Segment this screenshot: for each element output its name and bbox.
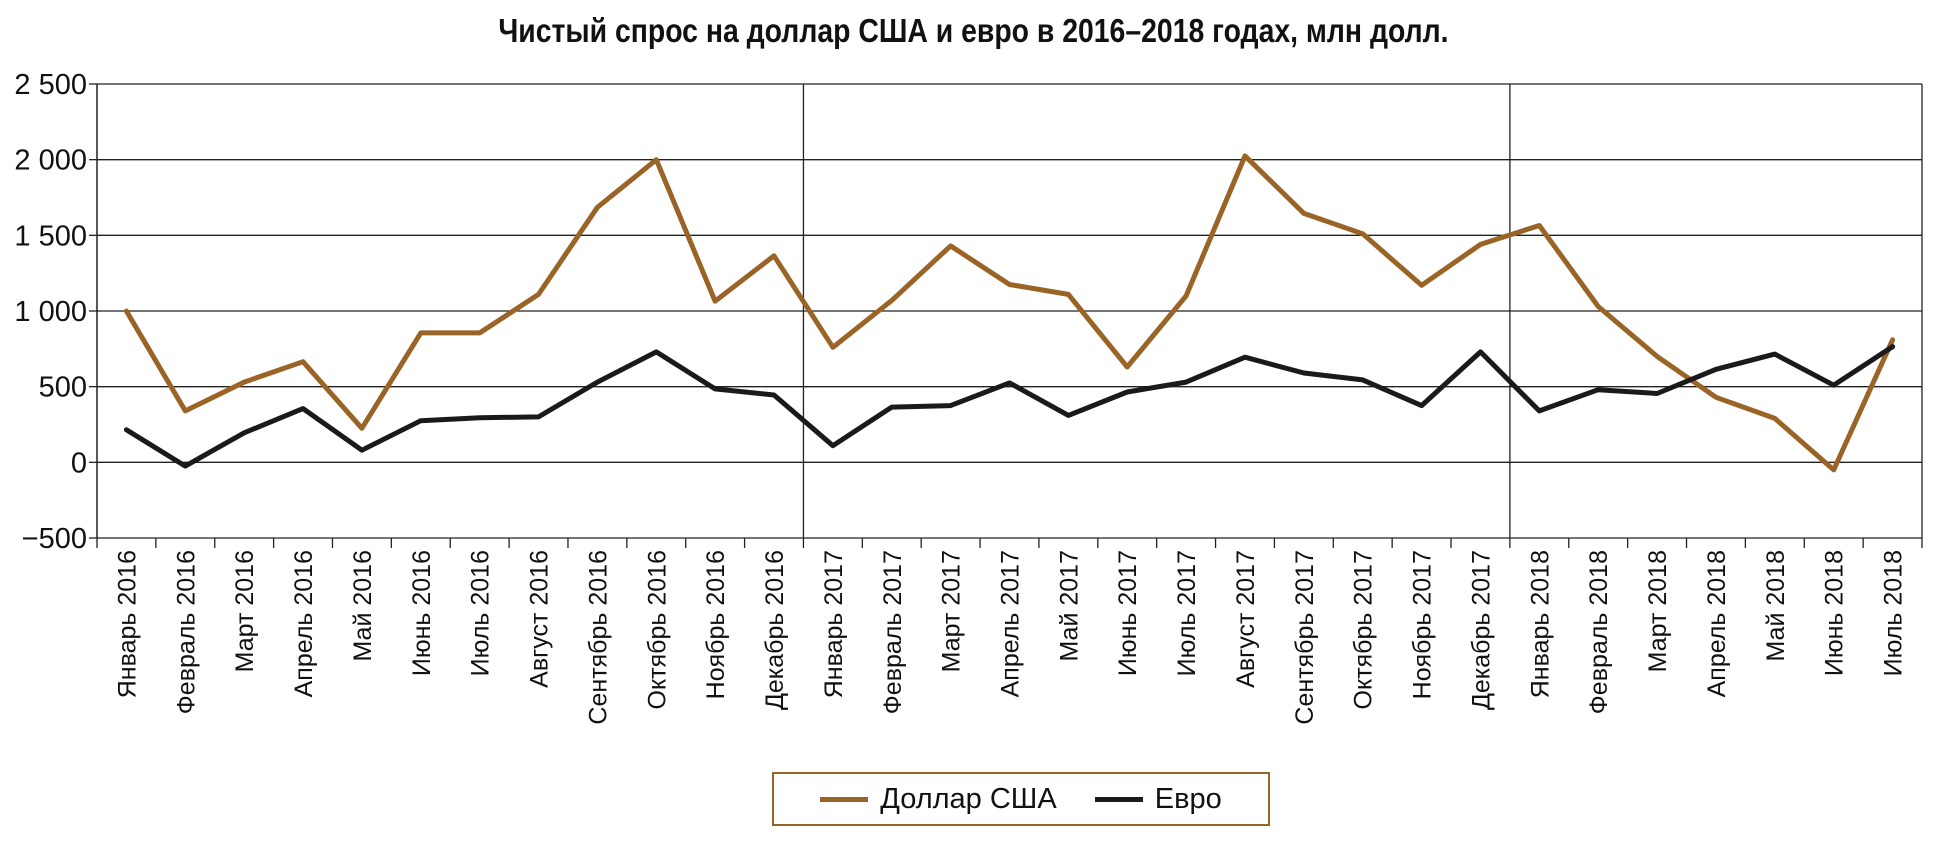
x-tick-label: Ноябрь 2017 [1409,550,1437,699]
x-tick-label: Сентябрь 2017 [1291,550,1319,725]
x-tick-label: Июль 2018 [1880,550,1908,676]
y-tick-label: 1 500 [14,220,87,252]
y-tick-label: 0 [71,447,87,479]
x-tick-label: Март 2018 [1644,550,1672,672]
legend-swatch-usd [820,796,869,802]
x-tick-label: Декабрь 2016 [761,550,789,710]
series-line-usd [123,153,1896,473]
x-tick-label: Апрель 2018 [1703,550,1731,697]
x-tick-label: Апрель 2016 [290,550,318,697]
x-tick-label: Январь 2016 [113,550,141,698]
x-tick-label: Июль 2017 [1173,550,1201,676]
x-tick-label: Январь 2017 [820,550,848,698]
x-tick-label: Август 2016 [526,550,554,688]
x-tick-label: Октябрь 2016 [643,550,671,709]
x-tick-label: Декабрь 2017 [1467,550,1495,710]
x-tick-label: Октябрь 2017 [1350,550,1378,709]
axes [89,83,1923,548]
x-tick-label: Январь 2018 [1526,550,1554,698]
x-tick-label: Февраль 2016 [172,550,200,714]
x-tick-label: Март 2016 [231,550,259,672]
legend-label-usd: Доллар США [880,782,1057,815]
x-tick-label: Февраль 2017 [879,550,907,714]
y-tick-label: 1 000 [14,296,87,328]
grid-lines [97,83,1922,539]
y-tick-label: 500 [39,372,87,404]
x-tick-label: Июнь 2018 [1821,550,1849,676]
x-tick-label: Май 2017 [1055,550,1083,662]
y-tick-label: −500 [22,523,87,555]
x-tick-label: Июнь 2017 [1114,550,1142,676]
y-tick-labels: −500 0 500 1 000 1 500 2 000 2 500 [14,69,87,555]
legend-label-eur: Евро [1154,782,1222,815]
y-tick-label: 2 000 [14,145,87,177]
x-tick-label: Июнь 2016 [408,550,436,676]
x-tick-label: Июль 2016 [467,550,495,676]
chart-title: Чистый спрос на доллар США и евро в 2016… [498,12,1449,49]
x-tick-label: Сентябрь 2016 [584,550,612,725]
series-lines [123,153,1896,473]
x-tick-label: Март 2017 [938,550,966,672]
legend: Доллар США Евро [772,772,1270,826]
x-tick-label: Август 2017 [1232,550,1260,688]
y-tick-label: 2 500 [14,69,87,101]
x-tick-label: Ноябрь 2016 [702,550,730,699]
x-tick-label: Май 2016 [349,550,377,662]
x-tick-label: Апрель 2017 [997,550,1025,697]
legend-swatch-eur [1094,796,1143,802]
x-tick-labels: Январь 2016 Февраль 2016 Март 2016 Апрель 2… [113,550,1907,725]
series-line-eur [123,344,1896,469]
legend-item-usd: Доллар США [820,782,1057,816]
legend-item-eur: Евро [1094,782,1222,816]
x-tick-label: Май 2018 [1762,550,1790,662]
x-tick-label: Февраль 2018 [1585,550,1613,714]
